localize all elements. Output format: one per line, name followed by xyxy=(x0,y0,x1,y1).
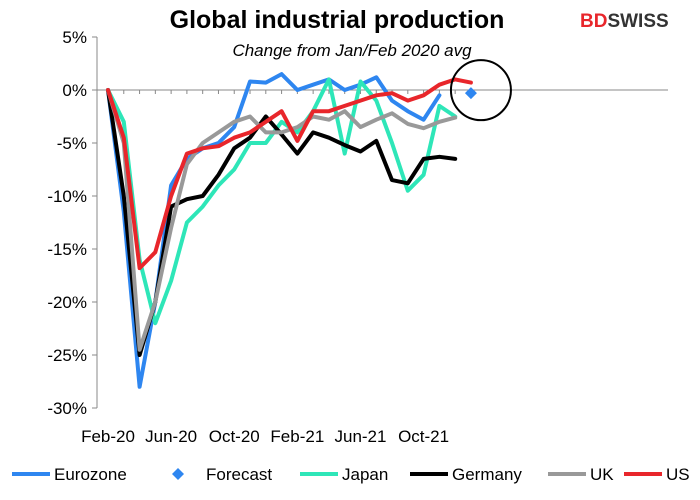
series-line-us xyxy=(106,77,473,271)
legend-label-japan: Japan xyxy=(342,465,388,484)
y-axis: 5% 0% -5% -10% -15% -20% -25% -30% xyxy=(47,28,98,418)
forecast-highlight-circle xyxy=(449,59,512,122)
y-tick-label: 5% xyxy=(62,28,87,47)
x-axis: Feb-20 Jun-20 Oct-20 Feb-21 Jun-21 Oct-21 xyxy=(81,89,668,446)
y-tick-label: -15% xyxy=(47,240,87,259)
x-tick-label: Jun-20 xyxy=(145,427,197,446)
logo-swiss: SWISS xyxy=(607,11,668,32)
legend-swatch-forecast xyxy=(172,468,184,480)
series-line-uk xyxy=(106,88,458,352)
y-tick-label: -30% xyxy=(47,399,87,418)
legend-label-forecast: Forecast xyxy=(206,465,272,484)
forecast-layer xyxy=(449,59,512,122)
y-tick-label: -25% xyxy=(47,346,87,365)
x-tick-label: Oct-21 xyxy=(398,427,449,446)
svg-text:BDSWISS: BDSWISS xyxy=(580,11,669,32)
chart-subtitle: Change from Jan/Feb 2020 avg xyxy=(232,41,472,60)
legend: Eurozone Forecast Japan Germany UK US xyxy=(12,465,690,484)
series-layer xyxy=(106,72,473,389)
forecast-marker xyxy=(464,87,477,100)
series-line-germany xyxy=(106,88,458,357)
series-line-eurozone xyxy=(106,72,442,389)
y-tick-label: 0% xyxy=(62,81,87,100)
y-tick-label: -20% xyxy=(47,293,87,312)
legend-label-eurozone: Eurozone xyxy=(54,465,127,484)
x-tick-label: Feb-20 xyxy=(81,427,135,446)
chart-title: Global industrial production xyxy=(170,6,505,34)
series-line-japan xyxy=(106,77,458,326)
logo-bd: BD xyxy=(580,11,607,32)
x-tick-label: Oct-20 xyxy=(209,427,260,446)
y-tick-label: -10% xyxy=(47,187,87,206)
y-tick-label: -5% xyxy=(57,134,87,153)
legend-label-uk: UK xyxy=(590,465,614,484)
legend-label-us: US xyxy=(666,465,690,484)
brand-logo: BDSWISS xyxy=(580,11,669,32)
x-tick-label: Feb-21 xyxy=(270,427,324,446)
x-tick-label: Jun-21 xyxy=(334,427,386,446)
legend-label-germany: Germany xyxy=(452,465,522,484)
